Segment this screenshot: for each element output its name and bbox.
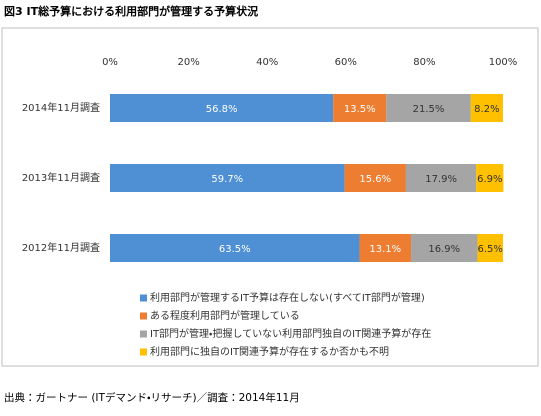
x-tick-label: 80% (413, 57, 435, 68)
legend-label: 利用部門が管理するIT予算は存在しない(すべてIT部門が管理) (150, 291, 425, 304)
y-tick-label: 2014年11月調査 (22, 101, 100, 114)
value-label: 56.8% (206, 104, 238, 115)
value-label: 13.1% (369, 244, 401, 255)
value-label: 6.9% (477, 174, 502, 185)
value-label: 17.9% (425, 174, 457, 185)
value-label: 15.6% (359, 174, 391, 185)
bar-segment (344, 164, 406, 192)
x-tick-label: 60% (335, 57, 357, 68)
legend-label: ある程度利用部門が管理している (150, 309, 300, 322)
legend-marker (140, 294, 147, 302)
y-tick-label: 2012年11月調査 (22, 241, 100, 254)
bar-segment (476, 164, 504, 192)
chart-border (1, 27, 539, 367)
legend-label: 利用部門に独自のIT関連予算が存在するか否かも不明 (150, 345, 389, 358)
chart-title: 図3 IT総予算における利用部門が管理する予算状況 (4, 4, 258, 18)
legend-marker (140, 330, 147, 338)
x-tick-label: 100% (489, 57, 518, 68)
value-label: 13.5% (344, 104, 376, 115)
value-label: 63.5% (219, 244, 251, 255)
legend-marker (140, 312, 147, 320)
bar-segment (405, 164, 477, 192)
x-tick-label: 40% (256, 57, 278, 68)
y-tick-label: 2013年11月調査 (22, 171, 100, 184)
value-label: 8.2% (474, 104, 499, 115)
bar-segment (411, 234, 478, 262)
x-tick-label: 20% (177, 57, 199, 68)
bar-segment (386, 94, 471, 122)
bar-segment (359, 234, 412, 262)
legend-label: IT部門が管理・把握していない利用部門独自のIT関連予算が存在 (150, 327, 431, 340)
x-tick-label: 0% (102, 57, 118, 68)
bar-segment (110, 94, 334, 122)
bar-segment (470, 94, 503, 122)
legend-marker (140, 348, 147, 356)
bar-segment (477, 234, 503, 262)
value-label: 21.5% (413, 104, 445, 115)
bar-segment (110, 234, 360, 262)
bar-segment (333, 94, 387, 122)
value-label: 16.9% (428, 244, 460, 255)
value-label: 59.7% (211, 174, 243, 185)
bar-segment (110, 164, 345, 192)
value-label: 6.5% (478, 244, 503, 255)
source-note: 出典：ガートナー (ITデマンド・リサーチ)／調査：2014年11月 (4, 391, 300, 404)
